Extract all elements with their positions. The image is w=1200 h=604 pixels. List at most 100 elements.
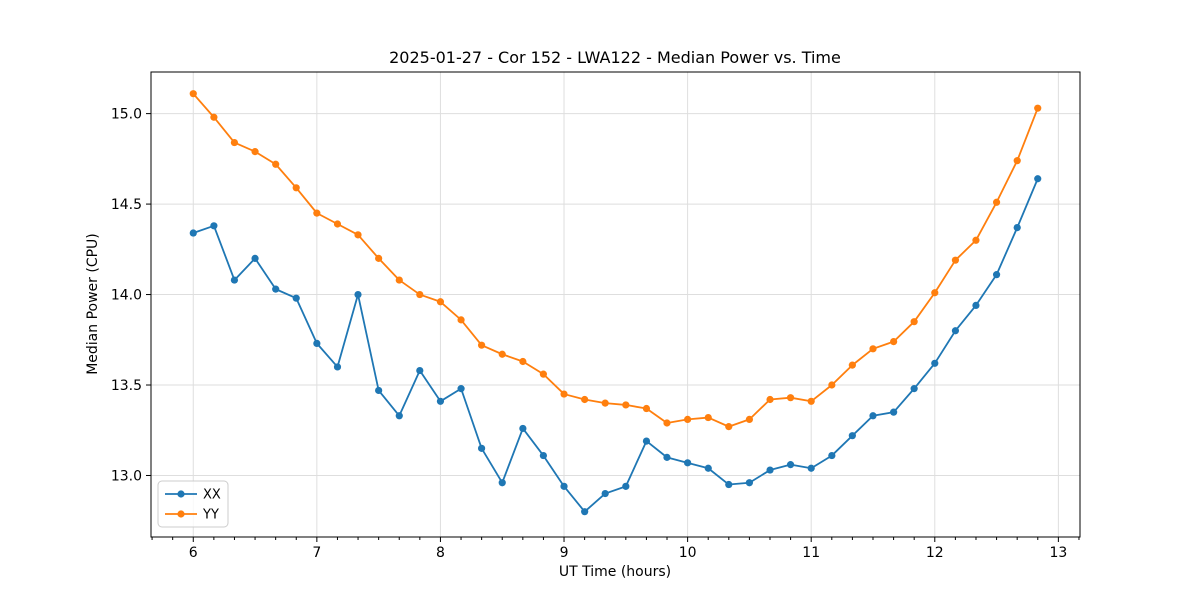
series-xx-point	[581, 508, 589, 516]
series-yy-point	[477, 341, 486, 349]
series-xx-point	[272, 285, 280, 293]
series-xx-point	[395, 412, 403, 420]
series-yy-point	[704, 413, 712, 422]
x-tick-label: 9	[560, 545, 569, 561]
series-yy-point	[1034, 104, 1042, 112]
series-xx-point	[642, 437, 651, 445]
series-xx-point	[189, 229, 197, 237]
series-yy-point	[622, 401, 630, 409]
series-xx-point	[519, 424, 527, 433]
series-xx-point	[560, 482, 568, 490]
y-tick-label: 13.5	[111, 378, 142, 394]
series-yy-point	[848, 361, 856, 369]
series-xx-point	[436, 397, 445, 405]
series-yy-point	[910, 318, 918, 326]
series-xx-point	[951, 327, 960, 335]
series-yy-point	[869, 345, 877, 353]
plot-border	[150, 71, 1081, 538]
series-yy-point	[230, 138, 239, 147]
legend-item-xx: XX	[165, 488, 221, 503]
legend-label: YY	[202, 508, 219, 523]
legend-marker	[177, 510, 185, 518]
series-yy-point	[890, 337, 898, 346]
series-yy-point	[354, 231, 362, 239]
series-yy-point	[684, 415, 692, 423]
series-xx-point	[869, 412, 877, 420]
series-yy-point	[498, 350, 506, 358]
series-xx-point	[663, 453, 671, 461]
legend-marker	[177, 490, 185, 498]
series-yy-point	[931, 289, 939, 297]
series-yy-point	[807, 397, 815, 405]
series-yy-point	[992, 198, 1001, 206]
series-xx-point	[890, 408, 898, 416]
series-xx-point	[972, 301, 980, 310]
series-xx-point	[354, 290, 362, 299]
series-xx-point	[910, 385, 918, 393]
series-xx-point	[992, 271, 1001, 279]
x-tick-label: 11	[802, 545, 820, 561]
series-xx-point	[725, 480, 733, 489]
series-xx-point	[313, 339, 321, 348]
series-xx-point	[931, 359, 939, 367]
x-tick-label: 10	[679, 545, 697, 561]
series-xx-line	[192, 177, 1039, 513]
series-xx-point	[457, 385, 465, 393]
series-yy-point	[539, 370, 547, 378]
series-xx-point	[786, 461, 795, 469]
series-xx-point	[375, 386, 383, 395]
series-yy-point	[1013, 157, 1021, 165]
series-yy-point	[745, 415, 754, 423]
series-yy-point	[313, 209, 321, 217]
x-axis-label: UT Time (hours)	[559, 564, 671, 580]
legend-item-yy: YY	[165, 508, 219, 523]
series-yy-point	[601, 399, 609, 407]
series-xx-point	[251, 254, 259, 262]
grid	[151, 72, 1080, 537]
chart-title: 2025-01-27 - Cor 152 - LWA122 - Median P…	[389, 48, 841, 67]
legend-label: XX	[203, 488, 221, 503]
series-yy-point	[951, 256, 960, 264]
series-yy-point	[333, 220, 342, 228]
series-xx-point	[601, 489, 609, 498]
series-yy-point	[375, 254, 383, 262]
x-tick-label: 7	[312, 545, 321, 561]
axis-ticks	[146, 113, 1080, 542]
series-yy-point	[581, 395, 589, 404]
x-tick-label: 8	[436, 545, 445, 561]
series-xx-point	[745, 479, 754, 487]
series-xx-point	[684, 459, 692, 467]
series-xx-point	[807, 464, 815, 472]
y-tick-label: 13.0	[111, 468, 142, 484]
series-yy-point	[272, 160, 280, 168]
series-xx-point	[828, 451, 836, 460]
series-xx-point	[210, 222, 218, 230]
series-yy-point	[189, 90, 197, 98]
y-tick-label: 14.5	[111, 197, 142, 213]
series-xx-point	[416, 366, 424, 375]
y-tick-label: 14.0	[111, 288, 142, 304]
series-xx-point	[292, 294, 300, 302]
series-yy-point	[560, 390, 568, 398]
series	[189, 90, 1042, 516]
x-tick-label: 13	[1049, 545, 1067, 561]
series-yy-point	[210, 113, 218, 121]
series-xx-point	[1013, 224, 1021, 232]
series-yy-point	[395, 276, 403, 284]
series-yy-point	[642, 404, 651, 413]
series-yy-point	[786, 394, 795, 402]
y-tick-label: 15.0	[111, 107, 142, 123]
series-yy-point	[828, 381, 836, 389]
series-yy	[189, 90, 1042, 431]
series-yy-point	[292, 184, 300, 192]
series-xx-point	[477, 444, 486, 452]
series-yy-point	[251, 148, 259, 156]
series-yy-point	[416, 290, 424, 299]
series-xx-point	[498, 479, 506, 487]
tick-labels: 6 7 8 9 10 11 12 13 13.0 13.5 14.0 14.5 15.0	[111, 107, 1067, 561]
series-yy-point	[972, 236, 980, 244]
series-xx	[189, 175, 1042, 516]
series-xx-point	[230, 276, 239, 284]
